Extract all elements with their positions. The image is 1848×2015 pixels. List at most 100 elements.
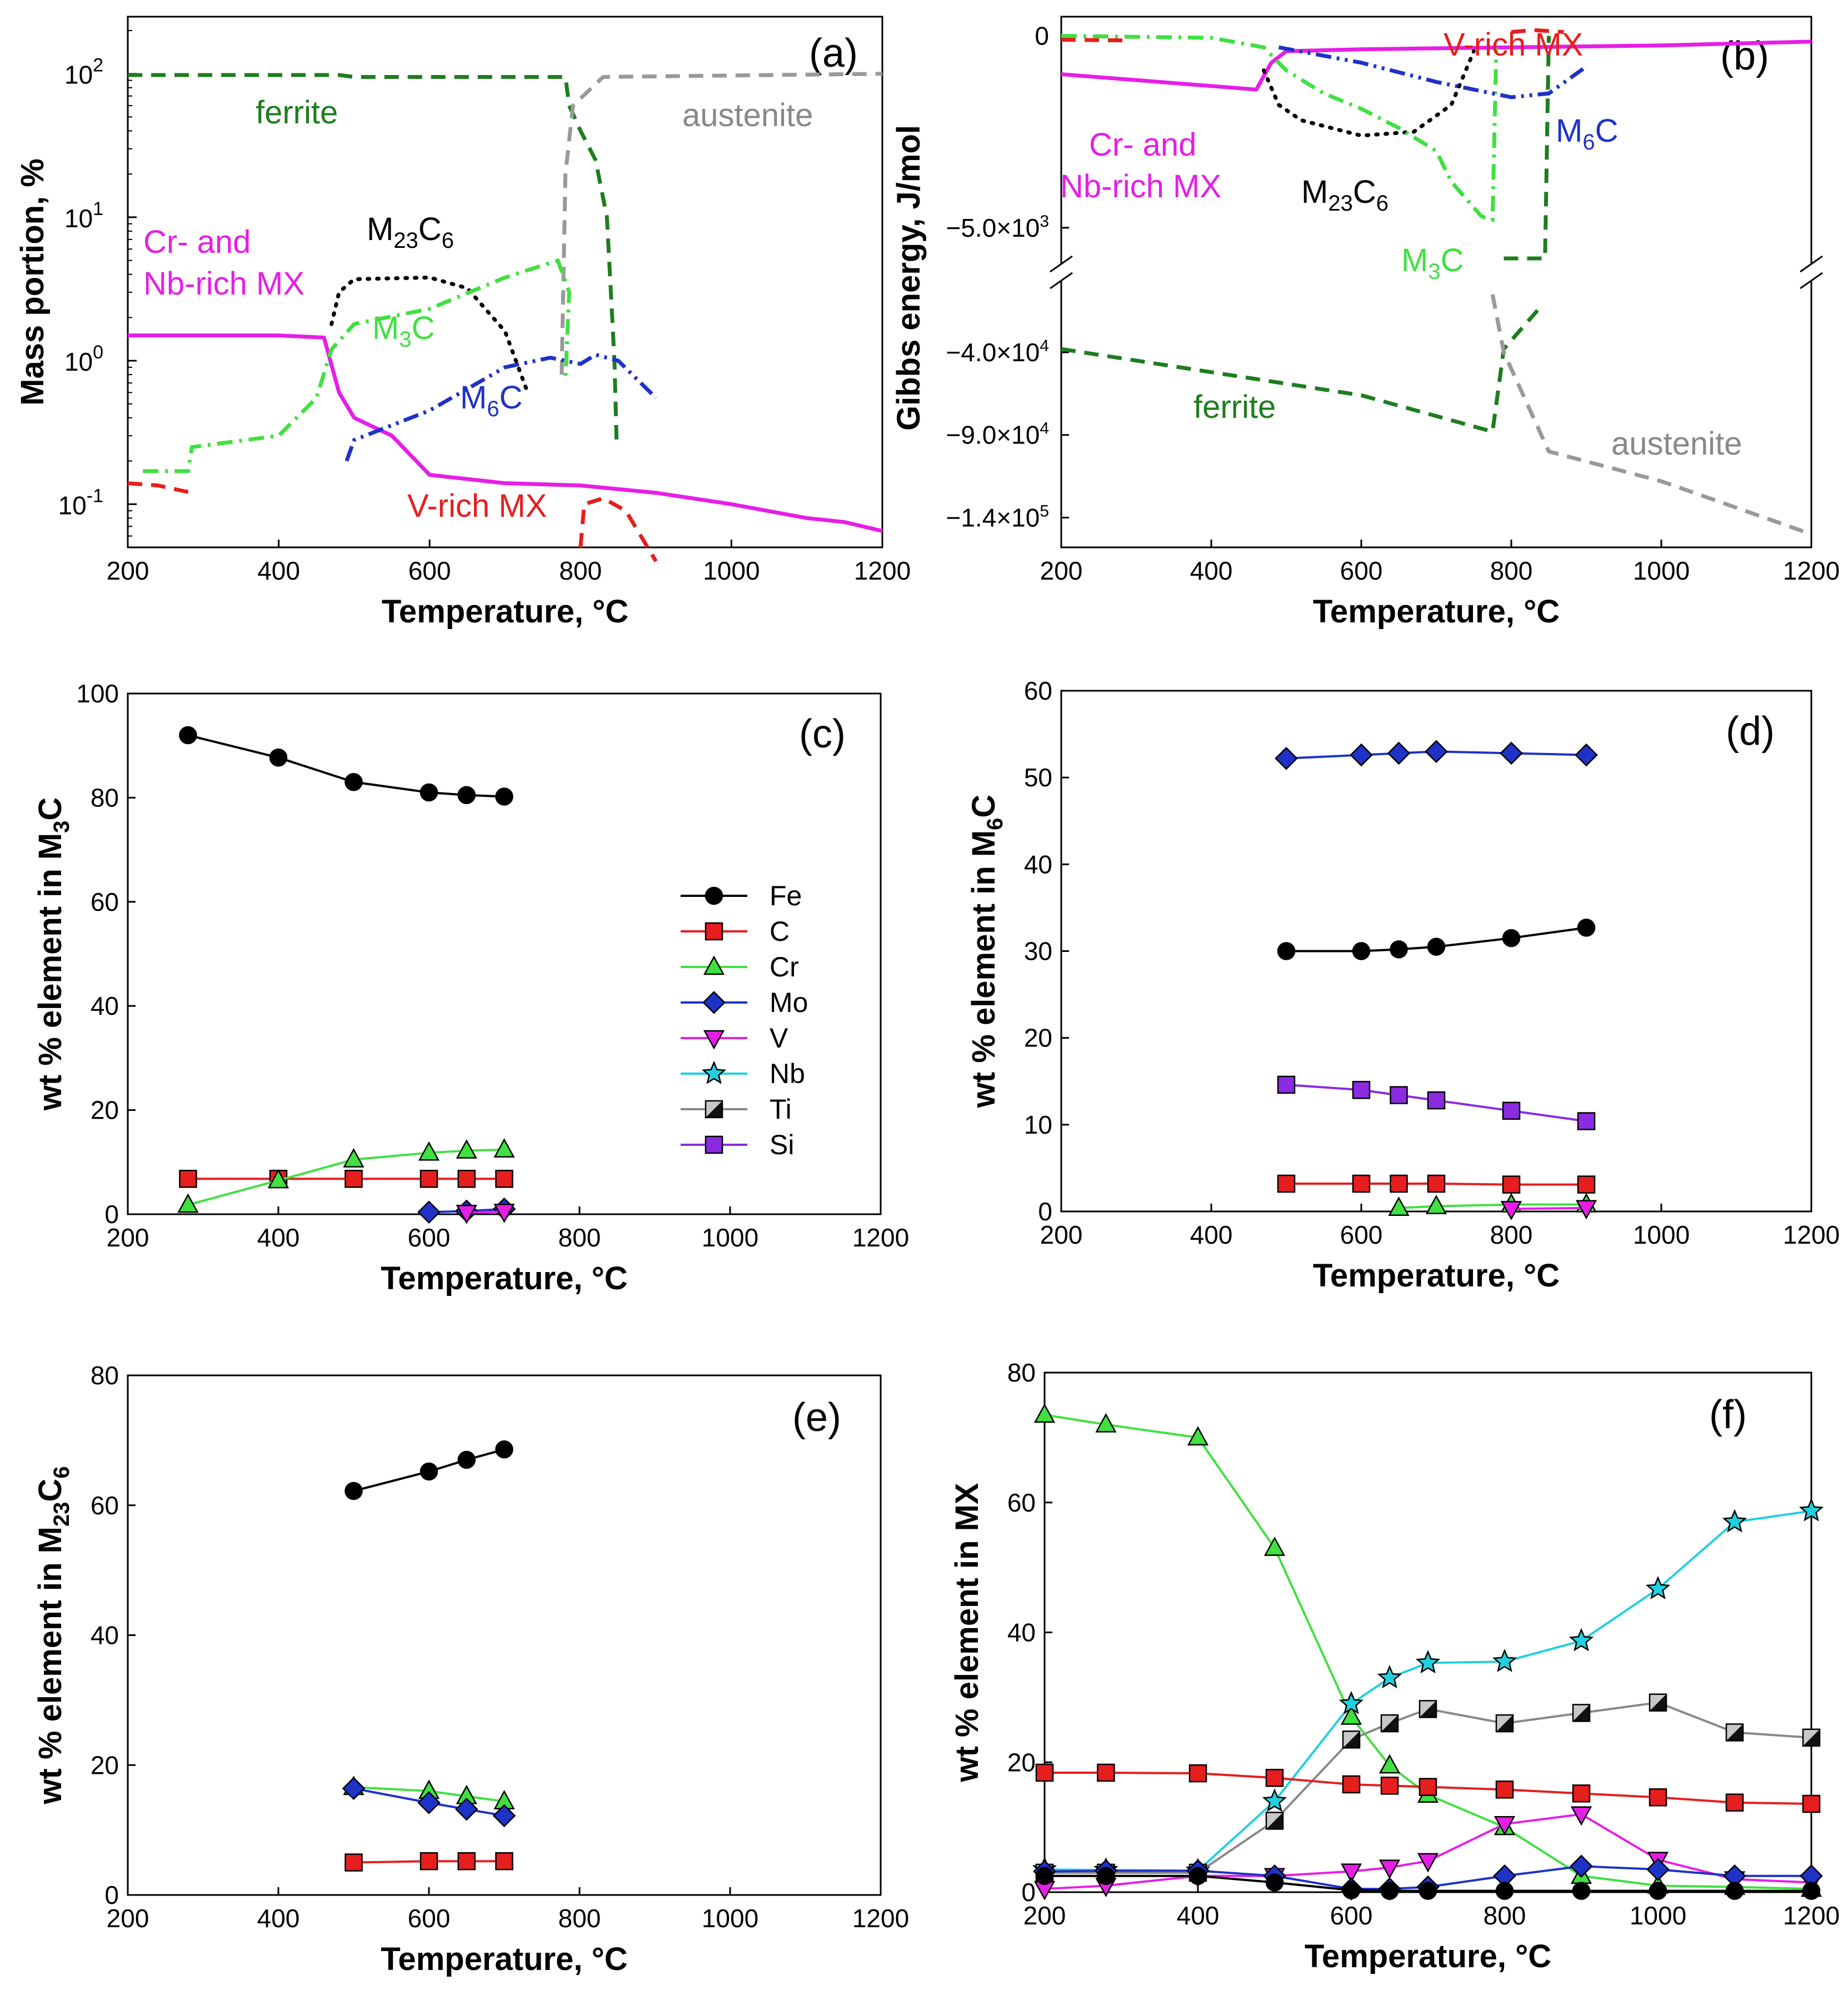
v-series [456,1204,515,1224]
cr-series-line [1044,1413,1812,1891]
y-axis-label: Gibbs energy, J/mol [891,125,927,431]
x-tick-label: 200 [107,556,149,585]
nb-marker [1722,1509,1747,1533]
y-tick-label: 40 [91,991,119,1020]
mo-series [1275,740,1598,770]
axis-break-mark [1800,255,1823,273]
fe-marker [179,726,197,745]
y-tick-label: 60 [91,887,119,916]
curve-annotation: Cr- and [1089,127,1196,163]
si-series-line [1286,1084,1587,1123]
cr-marker [1388,1196,1410,1216]
legend-item-fe: Fe [681,880,802,911]
axis-break-mark [1050,255,1073,273]
legend-label: Ti [770,1094,792,1125]
mo-series-line [353,1787,505,1817]
cr-marker [343,1148,364,1168]
x-tick-label: 1000 [1633,1220,1690,1249]
y-tick-label: 0 [104,1200,119,1229]
legend-item-ti: Ti [681,1094,792,1125]
curve-path [127,481,193,495]
cr-marker [418,1141,440,1161]
mo-series-line [1286,750,1587,760]
x-tick-label: 400 [1190,1220,1233,1249]
si-marker [1427,1091,1446,1110]
mo-marker [1646,1858,1670,1881]
v-marker [1500,1201,1522,1220]
curve-annotation: ferrite [256,94,338,131]
curve-path [143,258,571,473]
nb-marker [1799,1498,1824,1522]
mo-marker [417,1200,441,1224]
x-tick-label: 1200 [1783,556,1840,585]
y-tick-label: 101 [64,198,103,233]
mo-marker [454,1797,478,1821]
mo-marker [417,1791,441,1814]
panel-label: (b) [1720,34,1769,78]
cr-marker [267,1169,289,1189]
c-marker [495,1170,513,1188]
y-tick-label: −4.0×104 [946,337,1049,367]
y-tick-label: 10-1 [58,485,103,520]
x-tick-label: 400 [257,1223,300,1252]
legend-marker [701,1060,727,1084]
v-marker [1494,1816,1516,1836]
nb-marker [1377,1665,1402,1689]
x-tick-label: 1200 [1783,1220,1840,1249]
cr-marker [1340,1705,1362,1725]
v-marker [1340,1863,1362,1883]
fe-marker [1427,937,1446,956]
panel-label: (c) [799,712,846,756]
v-series [1500,1200,1597,1220]
curve-annotation: V-rich MX [1444,27,1583,63]
fe-marker [495,787,513,806]
y-tick-label: 0 [104,1881,119,1909]
curve-annotation: M3C [1401,242,1464,284]
fe-marker [495,1440,513,1459]
axis-break-mark [1050,272,1073,290]
v-marker [1378,1859,1401,1879]
y-tick-label: 40 [1024,850,1052,879]
x-tick-label: 1200 [852,1223,909,1252]
ti-marker [1265,1812,1284,1830]
x-tick-label: 600 [408,1223,451,1252]
curve-v-rich-mx [127,481,658,562]
fe-series [1277,919,1596,960]
c-marker [1352,1174,1371,1193]
c-marker [1572,1784,1591,1803]
legend-label: Mo [770,987,808,1018]
c-marker [419,1852,438,1871]
x-tick-label: 800 [558,1223,601,1252]
fe-series-line [187,734,505,798]
mo-marker [1425,740,1448,764]
fe-marker [1802,1882,1821,1900]
y-tick-label: 0 [1021,1878,1036,1907]
nb-series [1032,1498,1824,1882]
c-series-line [353,1860,505,1864]
fe-marker [1572,1882,1591,1900]
x-tick-label: 1000 [1633,556,1690,585]
mo-marker [492,1804,516,1828]
fe-marker [1390,940,1408,959]
curve-annotation: Nb-rich MX [1060,168,1221,205]
curve-path [128,333,883,533]
x-tick-label: 200 [1040,556,1083,585]
fe-marker [269,749,288,767]
fe-marker [419,783,438,802]
legend-label: Fe [770,880,802,911]
fe-marker [1352,942,1371,960]
c-marker [1495,1780,1514,1799]
x-tick-label: 200 [107,1223,149,1252]
si-marker [1577,1112,1596,1130]
legend-label: Cr [770,951,799,982]
axis-break-mark [1800,272,1823,290]
x-tick-label: 600 [1340,556,1383,585]
v-marker [1575,1200,1597,1220]
curve-annotation: M23C6 [367,211,454,253]
y-tick-label: 50 [1024,763,1052,792]
c-marker [1342,1775,1361,1794]
c-marker [495,1852,513,1871]
ti-marker [1649,1693,1667,1712]
c-marker [457,1170,476,1188]
y-tick-label: 40 [91,1621,119,1650]
